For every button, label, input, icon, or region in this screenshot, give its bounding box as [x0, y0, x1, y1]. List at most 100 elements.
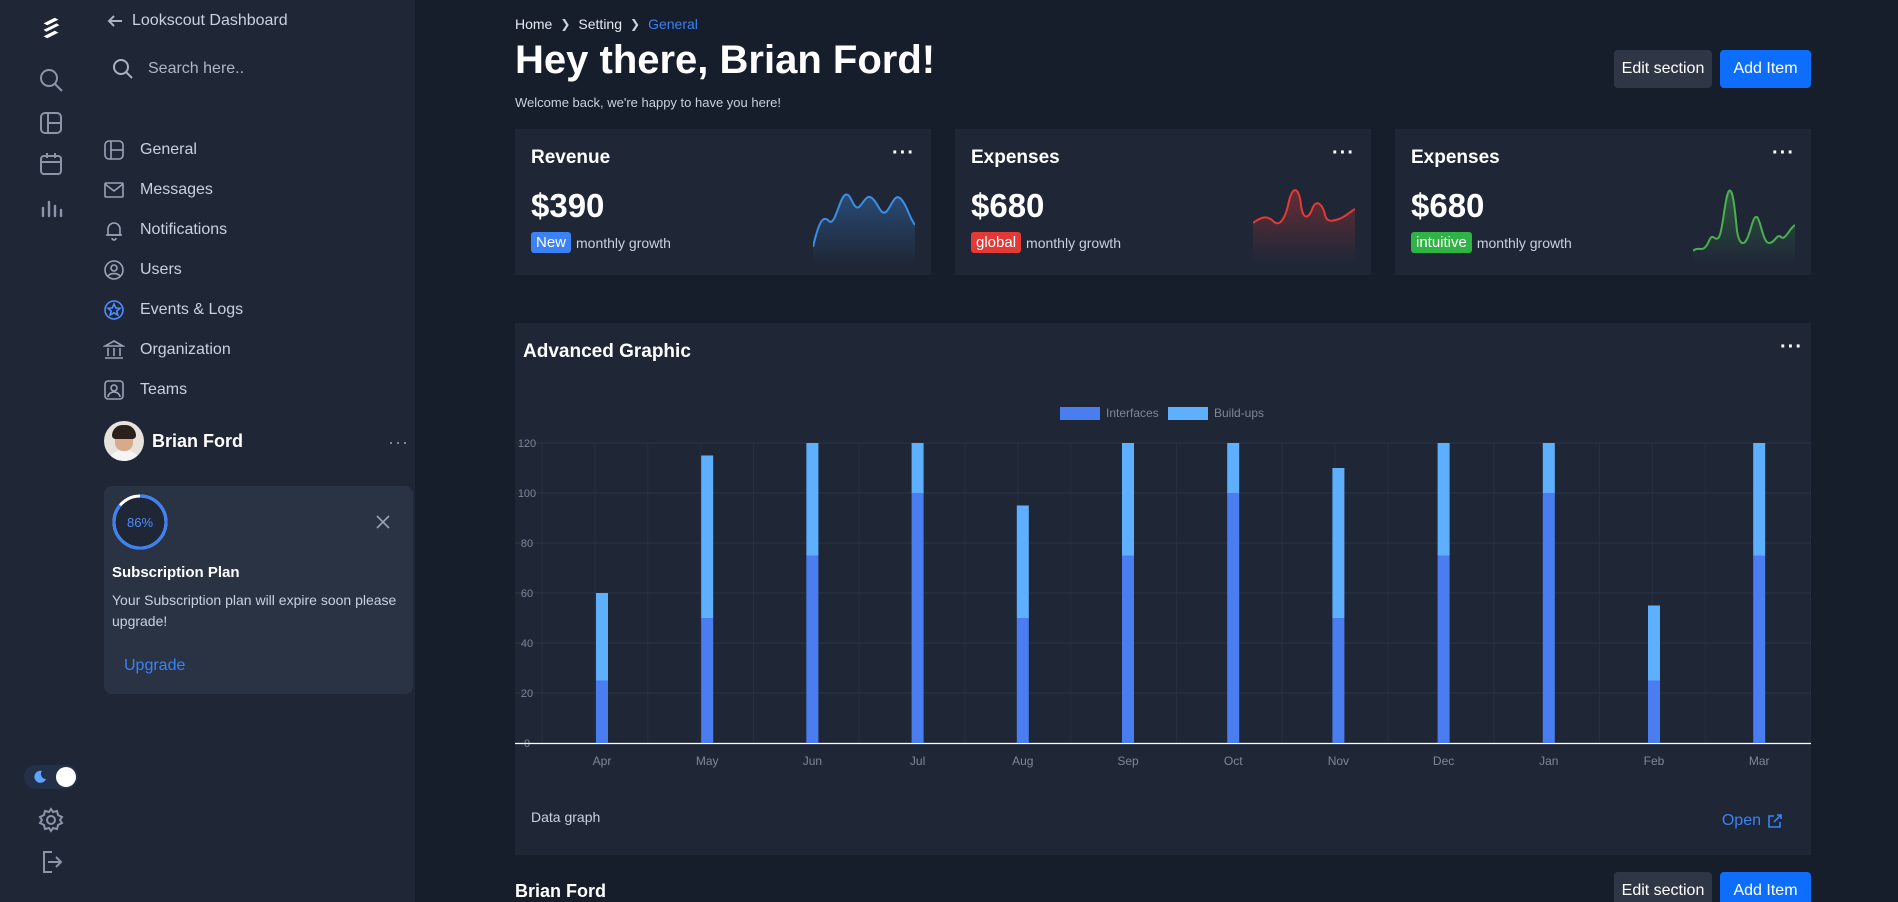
add-item-button[interactable]: Add Item — [1720, 50, 1811, 88]
search-input[interactable] — [148, 60, 368, 78]
stat-card-expenses: Expenses ··· $680 global monthly growth — [955, 129, 1371, 275]
sidebar-item-notifications[interactable]: Notifications — [102, 210, 415, 250]
stat-value: $390 — [531, 187, 605, 224]
bar-build-ups-jun — [806, 443, 819, 556]
bar-build-ups-oct — [1227, 443, 1240, 493]
logout-icon[interactable] — [37, 848, 65, 876]
stat-card-revenue: Revenue ··· $390 New monthly growth — [515, 129, 931, 275]
external-link-icon — [1768, 814, 1782, 828]
add-item-button-2[interactable]: Add Item — [1720, 872, 1811, 902]
upgrade-link[interactable]: Upgrade — [124, 657, 186, 674]
sidebar-item-events-logs[interactable]: Events & Logs — [102, 290, 415, 330]
breadcrumb-setting[interactable]: Setting — [578, 16, 623, 32]
page-title: Hey there, Brian Ford! — [515, 38, 936, 82]
layout-icon[interactable] — [37, 109, 65, 137]
mail-icon — [102, 178, 126, 202]
sidebar-item-organization[interactable]: Organization — [102, 330, 415, 370]
edit-section-button-2[interactable]: Edit section — [1614, 872, 1712, 902]
bar-build-ups-apr — [596, 593, 608, 681]
stat-caption: intuitive monthly growth — [1411, 232, 1572, 253]
x-tick-label: Dec — [1433, 754, 1454, 768]
bar-chart: 020406080100120AprMayJunJulAugSepOctNovD… — [515, 406, 1811, 768]
graph-footer: Data graph — [531, 809, 601, 825]
user-profile[interactable]: Brian Ford ··· — [104, 420, 409, 462]
open-label: Open — [1721, 812, 1761, 829]
x-tick-label: Aug — [1012, 754, 1033, 768]
sidebar-nav: General Messages Notifications Users Eve… — [102, 130, 415, 410]
status-badge: intuitive — [1411, 232, 1472, 253]
close-icon[interactable] — [375, 514, 391, 530]
open-link[interactable]: Open — [1722, 812, 1783, 830]
progress-label: 86% — [126, 514, 154, 530]
arrow-left-icon — [107, 15, 122, 27]
edit-section-button[interactable]: Edit section — [1614, 50, 1712, 88]
calendar-icon[interactable] — [37, 150, 65, 178]
stat-caption-text: monthly growth — [1476, 234, 1572, 251]
status-badge: New — [531, 232, 572, 253]
bar-build-ups-mar — [1753, 443, 1766, 556]
stat-title: Expenses — [1411, 147, 1500, 168]
legend-swatch — [1168, 407, 1208, 420]
settings-icon[interactable] — [37, 806, 65, 834]
chevron-right-icon: ❯ — [560, 17, 571, 31]
x-tick-label: Feb — [1644, 754, 1665, 768]
theme-toggle[interactable] — [24, 765, 78, 789]
more-icon[interactable]: ··· — [1332, 142, 1355, 164]
bar-interfaces-sep — [1122, 555, 1134, 743]
bar-interfaces-dec — [1437, 555, 1450, 743]
more-icon[interactable]: ··· — [1772, 142, 1795, 164]
page-subtitle: Welcome back, we're happy to have you he… — [515, 95, 781, 110]
star-badge-icon — [102, 298, 126, 322]
bar-interfaces-feb — [1648, 680, 1660, 743]
bar-build-ups-jan — [1542, 443, 1555, 493]
y-tick-label: 60 — [521, 588, 533, 600]
bar-build-ups-feb — [1648, 605, 1660, 681]
toggle-knob — [56, 767, 76, 787]
breadcrumb-home[interactable]: Home — [515, 16, 553, 32]
stat-caption-text: monthly growth — [576, 234, 671, 251]
legend-swatch — [1060, 407, 1100, 420]
y-tick-label: 120 — [518, 438, 536, 450]
sparkline — [1253, 189, 1355, 263]
bar-interfaces-jan — [1542, 493, 1555, 743]
sidebar-item-teams[interactable]: Teams — [102, 370, 415, 410]
bar-build-ups-sep — [1122, 443, 1134, 556]
y-tick-label: 80 — [521, 538, 533, 550]
bar-interfaces-aug — [1016, 618, 1029, 743]
advanced-graphic-card: Advanced Graphic ··· 020406080100120AprM… — [515, 323, 1811, 855]
avatar — [104, 421, 144, 461]
bar-chart-icon[interactable] — [37, 193, 65, 221]
bar-interfaces-jun — [806, 555, 819, 743]
bar-interfaces-mar — [1753, 555, 1766, 743]
sparkline — [1693, 189, 1795, 263]
sidebar-item-label: Events & Logs — [140, 301, 244, 318]
back-link[interactable]: Lookscout Dashboard — [106, 12, 288, 30]
bar-build-ups-nov — [1332, 468, 1345, 618]
bar-interfaces-may — [701, 618, 714, 743]
search-icon[interactable] — [37, 66, 65, 94]
search-box — [112, 58, 368, 80]
bar-build-ups-dec — [1437, 443, 1450, 556]
bell-icon — [102, 218, 126, 242]
x-tick-label: Mar — [1749, 754, 1770, 768]
section-title: Brian Ford — [515, 881, 607, 901]
sidebar-item-users[interactable]: Users — [102, 250, 415, 290]
sidebar: Lookscout Dashboard General Messages Not… — [102, 0, 415, 902]
more-icon[interactable]: ··· — [892, 142, 915, 164]
status-badge: global — [971, 232, 1022, 253]
stat-card-expenses-2: Expenses ··· $680 intuitive monthly grow… — [1395, 129, 1811, 275]
team-icon — [102, 378, 126, 402]
logo-icon[interactable] — [37, 14, 65, 42]
sidebar-item-general[interactable]: General — [102, 130, 415, 170]
breadcrumb-current[interactable]: General — [648, 16, 698, 32]
bank-icon — [102, 338, 126, 362]
x-tick-label: May — [696, 754, 719, 768]
bar-build-ups-jul — [911, 443, 924, 493]
stat-title: Expenses — [971, 147, 1060, 168]
sidebar-item-messages[interactable]: Messages — [102, 170, 415, 210]
stat-caption-text: monthly growth — [1026, 234, 1121, 251]
more-icon[interactable]: ··· — [1780, 336, 1803, 358]
stat-value: $680 — [1411, 187, 1485, 224]
more-icon[interactable]: ··· — [388, 432, 409, 452]
subscription-text: Your Subscription plan will expire soon … — [112, 592, 397, 629]
